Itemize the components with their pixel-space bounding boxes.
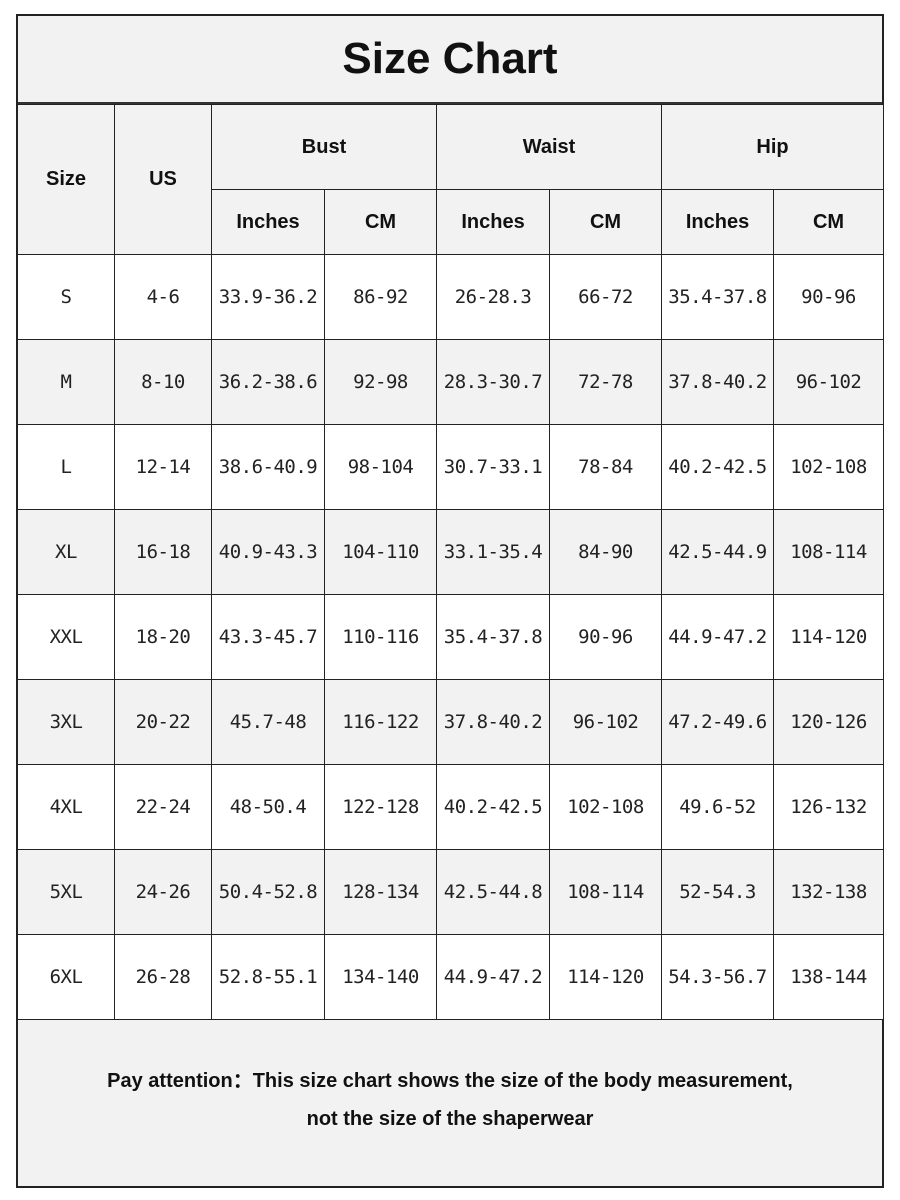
table-row: 4XL 22-24 48-50.4 122-128 40.2-42.5 102-108 49…	[17, 764, 885, 850]
table-cell: 22-24	[114, 764, 212, 850]
table-cell: 102-108	[773, 424, 885, 510]
table-cell: XL	[17, 509, 115, 595]
table-cell: 33.9-36.2	[211, 254, 325, 340]
table-cell: 114-120	[549, 934, 663, 1020]
table-cell: 126-132	[773, 764, 885, 850]
header-unit: CM	[549, 189, 663, 255]
header-unit: Inches	[661, 189, 775, 255]
table-row: 3XL 20-22 45.7-48 116-122 37.8-40.2 96-102 47.…	[17, 679, 885, 765]
table-cell: 132-138	[773, 849, 885, 935]
table-cell: 44.9-47.2	[436, 934, 551, 1020]
table-cell: 45.7-48	[211, 679, 325, 765]
table-cell: 44.9-47.2	[661, 594, 775, 680]
table-cell: 54.3-56.7	[661, 934, 775, 1020]
table-cell: 4XL	[17, 764, 115, 850]
table-row: XL 16-18 40.9-43.3 104-110 33.1-35.4 84-90 42.…	[17, 509, 885, 595]
table-cell: 108-114	[773, 509, 885, 595]
table-row: XXL 18-20 43.3-45.7 110-116 35.4-37.8 90-96 44…	[17, 594, 885, 680]
table-cell: 16-18	[114, 509, 212, 595]
table-cell: 52-54.3	[661, 849, 775, 935]
header-unit: Inches	[436, 189, 551, 255]
table-cell: 96-102	[549, 679, 663, 765]
table-cell: 90-96	[549, 594, 663, 680]
header-waist: Waist	[436, 104, 663, 190]
table-cell: 110-116	[323, 594, 438, 680]
table-cell: 35.4-37.8	[436, 594, 551, 680]
table-cell: 98-104	[323, 424, 438, 510]
table-cell: 30.7-33.1	[436, 424, 551, 510]
size-chart: Size Chart Size US Bust Waist Hip Inches…	[16, 14, 885, 1188]
table-cell: 128-134	[323, 849, 438, 935]
table-cell: 134-140	[323, 934, 438, 1020]
table-cell: 4-6	[114, 254, 212, 340]
table-cell: 36.2-38.6	[211, 339, 325, 425]
table-cell: 52.8-55.1	[211, 934, 325, 1020]
table-cell: 26-28	[114, 934, 212, 1020]
table-cell: 24-26	[114, 849, 212, 935]
table-cell: 6XL	[17, 934, 115, 1020]
table-cell: 72-78	[549, 339, 663, 425]
table-cell: 38.6-40.9	[211, 424, 325, 510]
table-cell: 20-22	[114, 679, 212, 765]
table-cell: 96-102	[773, 339, 885, 425]
table-cell: XXL	[17, 594, 115, 680]
header-unit: CM	[323, 189, 438, 255]
table-cell: 50.4-52.8	[211, 849, 325, 935]
table-cell: 48-50.4	[211, 764, 325, 850]
table-cell: 120-126	[773, 679, 885, 765]
header-bust: Bust	[210, 104, 438, 190]
table-cell: 90-96	[773, 254, 885, 340]
table-cell: 40.2-42.5	[661, 424, 775, 510]
header-hip: Hip	[661, 104, 885, 190]
table-cell: 35.4-37.8	[661, 254, 775, 340]
table-cell: 42.5-44.8	[436, 849, 551, 935]
table-cell: 92-98	[323, 339, 438, 425]
header-size: Size	[17, 104, 115, 255]
table-row: L 12-14 38.6-40.9 98-104 30.7-33.1 78-84 40.2-…	[17, 424, 885, 510]
table-cell: 66-72	[549, 254, 663, 340]
note-line-1: Pay attention：This size chart shows the …	[107, 1070, 793, 1092]
table-cell: 42.5-44.9	[661, 509, 775, 595]
table-cell: 12-14	[114, 424, 212, 510]
table-cell: 102-108	[549, 764, 663, 850]
table-row: 5XL 24-26 50.4-52.8 128-134 42.5-44.8 108-114…	[17, 849, 885, 935]
table-cell: 116-122	[323, 679, 438, 765]
table-cell: S	[17, 254, 115, 340]
header-us: US	[114, 104, 212, 255]
table-cell: 114-120	[773, 594, 885, 680]
table-cell: 37.8-40.2	[661, 339, 775, 425]
table-cell: 5XL	[17, 849, 115, 935]
chart-title: Size Chart	[18, 16, 882, 104]
table-cell: 40.2-42.5	[436, 764, 551, 850]
header-unit: CM	[773, 189, 885, 255]
table-cell: 78-84	[549, 424, 663, 510]
table-cell: L	[17, 424, 115, 510]
table-cell: 108-114	[549, 849, 663, 935]
table-cell: 43.3-45.7	[211, 594, 325, 680]
table-cell: 18-20	[114, 594, 212, 680]
table-cell: 122-128	[323, 764, 438, 850]
table-cell: M	[17, 339, 115, 425]
table-cell: 3XL	[17, 679, 115, 765]
table-row: 6XL 26-28 52.8-55.1 134-140 44.9-47.2 114-120…	[17, 934, 885, 1020]
table-cell: 8-10	[114, 339, 212, 425]
table-cell: 26-28.3	[436, 254, 551, 340]
table-cell: 28.3-30.7	[436, 339, 551, 425]
note-line-2: not the size of the shaperwear	[306, 1108, 594, 1130]
table-cell: 104-110	[323, 509, 438, 595]
table-cell: 40.9-43.3	[211, 509, 325, 595]
table-row: S 4-6 33.9-36.2 86-92 26-28.3 66-72 35.4-37.8 9…	[17, 254, 885, 340]
note: Pay attention：This size chart shows the …	[18, 1020, 882, 1180]
table-cell: 86-92	[323, 254, 438, 340]
size-table: Size US Bust Waist Hip Inches CM Inches …	[17, 104, 885, 1020]
table-cell: 49.6-52	[661, 764, 775, 850]
table-body: S 4-6 33.9-36.2 86-92 26-28.3 66-72 35.4-37.8 9…	[17, 254, 885, 1020]
table-cell: 47.2-49.6	[661, 679, 775, 765]
header-unit: Inches	[211, 189, 325, 255]
table-cell: 37.8-40.2	[436, 679, 551, 765]
table-row: M 8-10 36.2-38.6 92-98 28.3-30.7 72-78 37.8-40…	[17, 339, 885, 425]
table-cell: 138-144	[773, 934, 885, 1020]
table-cell: 84-90	[549, 509, 663, 595]
table-cell: 33.1-35.4	[436, 509, 551, 595]
